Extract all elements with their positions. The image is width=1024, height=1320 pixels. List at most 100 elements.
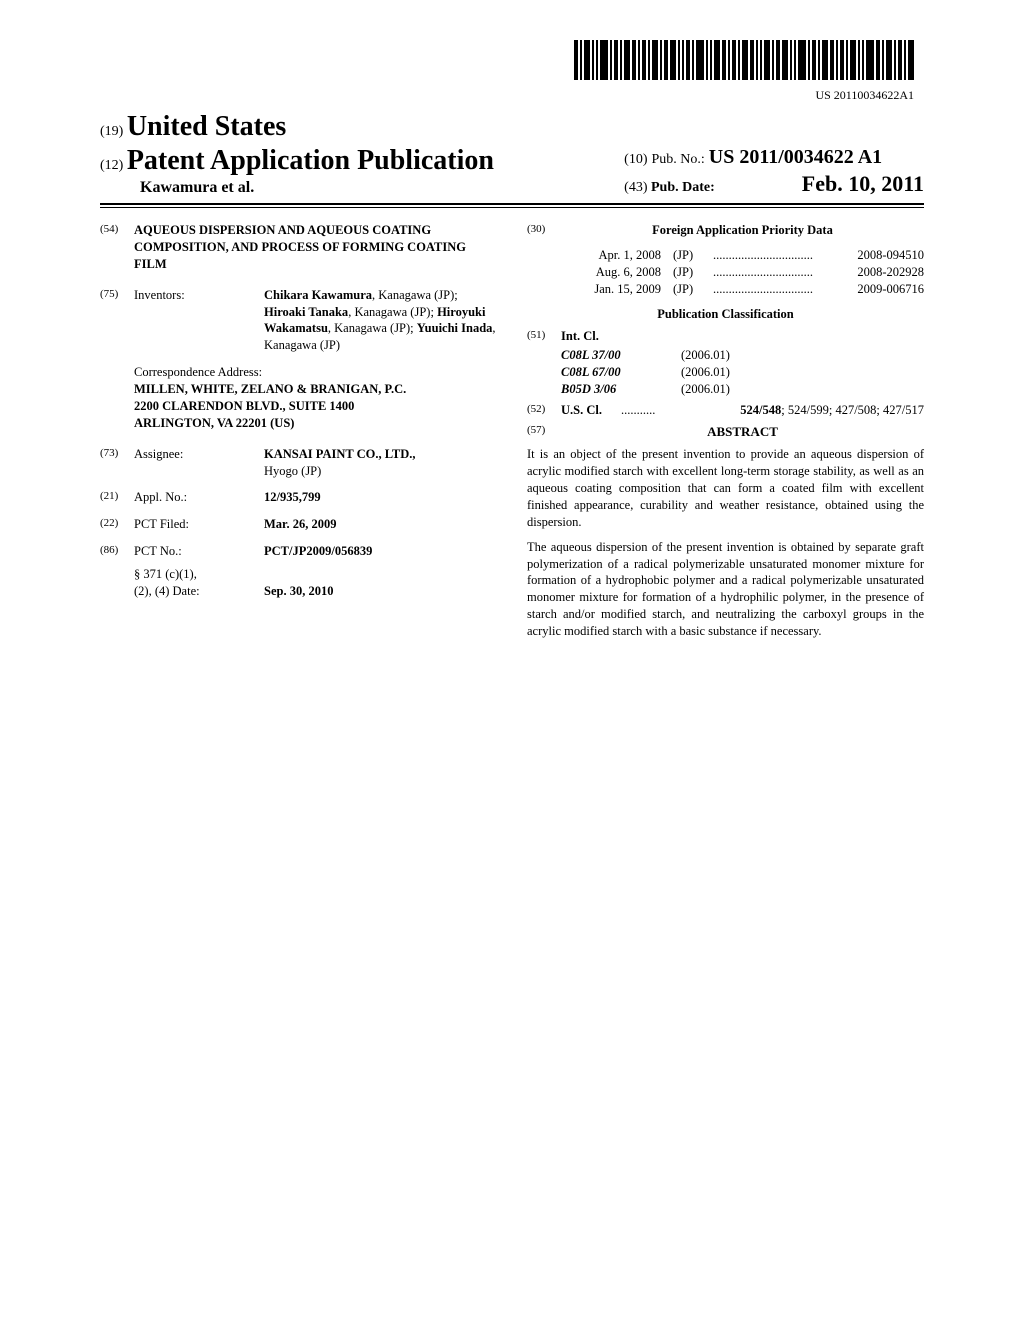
- uscl-row: (52) U.S. Cl. ........... 524/548; 524/5…: [527, 402, 924, 419]
- assignee-label: Assignee:: [134, 446, 264, 480]
- s371-value2: Sep. 30, 2010: [264, 583, 333, 600]
- type-code: (12): [100, 158, 123, 173]
- title-text: AQUEOUS DISPERSION AND AQUEOUS COATING C…: [134, 222, 497, 273]
- pubdate-code: (43): [624, 180, 647, 195]
- body-columns: (54) AQUEOUS DISPERSION AND AQUEOUS COAT…: [100, 222, 924, 648]
- fapd-num: 2009-006716: [824, 281, 924, 298]
- fapd-num: 2008-202928: [824, 264, 924, 281]
- fapd-code: (30): [527, 222, 561, 239]
- barcode-number: US 20110034622A1: [100, 88, 914, 103]
- inventor-name: Yuuichi Inada: [417, 321, 493, 335]
- barcode-icon: [574, 40, 914, 80]
- header-flex-row: (12) Patent Application Publication Kawa…: [100, 143, 924, 205]
- assignee-value: KANSAI PAINT CO., LTD., Hyogo (JP): [264, 446, 497, 480]
- s371-text1: § 371 (c)(1),: [134, 566, 264, 583]
- pubno-row: (10) Pub. No.: US 2011/0034622 A1: [624, 146, 924, 169]
- applno-value: 12/935,799: [264, 489, 497, 506]
- correspondence-line: 2200 CLARENDON BLVD., SUITE 1400: [134, 398, 497, 415]
- pctfiled-value: Mar. 26, 2009: [264, 516, 497, 533]
- country-code: (19): [100, 124, 123, 139]
- pubno-label: Pub. No.:: [651, 152, 704, 167]
- inventor-loc: , Kanagawa (JP);: [348, 305, 437, 319]
- abstract-header: (57) ABSTRACT: [527, 423, 924, 441]
- doc-type: Patent Application Publication: [127, 145, 494, 176]
- fapd-num: 2008-094510: [824, 247, 924, 264]
- fapd-rows: Apr. 1, 2008 (JP) ......................…: [561, 247, 924, 298]
- intcl-rows: C08L 37/00 (2006.01) C08L 67/00 (2006.01…: [561, 347, 924, 398]
- correspondence-line: ARLINGTON, VA 22201 (US): [134, 415, 497, 432]
- barcode-region: US 20110034622A1: [100, 40, 924, 103]
- left-column: (54) AQUEOUS DISPERSION AND AQUEOUS COAT…: [100, 222, 497, 648]
- s371-line2: (2), (4) Date: Sep. 30, 2010: [134, 583, 497, 600]
- header-block: (19) United States (12) Patent Applicati…: [100, 111, 924, 208]
- leader-dots: ................................: [713, 281, 824, 298]
- abstract-para: It is an object of the present invention…: [527, 446, 924, 530]
- correspondence-line: MILLEN, WHITE, ZELANO & BRANIGAN, P.C.: [134, 381, 497, 398]
- inventor-name: Chikara Kawamura: [264, 288, 372, 302]
- inventor-loc: , Kanagawa (JP);: [372, 288, 458, 302]
- fapd-header: (30) Foreign Application Priority Data: [527, 222, 924, 239]
- assignee-loc: Hyogo (JP): [264, 463, 497, 480]
- pctno-label: PCT No.:: [134, 543, 264, 560]
- uscl-codes: 524/548; 524/599; 427/508; 427/517: [740, 402, 924, 419]
- leader-dots: ................................: [713, 247, 824, 264]
- s371-line1: § 371 (c)(1),: [134, 566, 497, 583]
- uscl-rest: ; 524/599; 427/508; 427/517: [781, 403, 924, 417]
- inventor-loc: , Kanagawa (JP);: [328, 321, 417, 335]
- inventors-value: Chikara Kawamura, Kanagawa (JP); Hiroaki…: [264, 287, 497, 355]
- intcl-row: C08L 37/00 (2006.01): [561, 347, 924, 364]
- pubno-code: (10): [624, 152, 647, 167]
- country-name: United States: [127, 111, 286, 142]
- fapd-date: Jan. 15, 2009: [561, 281, 673, 298]
- abstract-para: The aqueous dispersion of the present in…: [527, 539, 924, 640]
- leader-dots: ................................: [713, 264, 824, 281]
- intcl-class: C08L 37/00: [561, 347, 681, 364]
- header-rule: [100, 207, 924, 208]
- fapd-date: Apr. 1, 2008: [561, 247, 673, 264]
- uscl-code: (52): [527, 402, 561, 419]
- right-column: (30) Foreign Application Priority Data A…: [527, 222, 924, 648]
- fapd-date: Aug. 6, 2008: [561, 264, 673, 281]
- header-country-line: (19) United States: [100, 111, 924, 143]
- intcl-year: (2006.01): [681, 347, 730, 364]
- intcl-header: (51) Int. Cl.: [527, 328, 924, 345]
- intcl-code: (51): [527, 328, 561, 345]
- applno-code: (21): [100, 489, 134, 506]
- assignee-name: KANSAI PAINT CO., LTD.,: [264, 446, 497, 463]
- abstract-body: It is an object of the present invention…: [527, 446, 924, 640]
- intcl-label: Int. Cl.: [561, 328, 599, 345]
- pctno-field: (86) PCT No.: PCT/JP2009/056839: [100, 543, 497, 560]
- doc-type-line: (12) Patent Application Publication: [100, 145, 494, 177]
- intcl-class: B05D 3/06: [561, 381, 681, 398]
- abstract-label: ABSTRACT: [561, 423, 924, 441]
- correspondence: Correspondence Address: MILLEN, WHITE, Z…: [134, 364, 497, 432]
- barcode-graphic: [574, 40, 914, 85]
- leader-dots: ...........: [621, 402, 740, 419]
- uscl-bold: 524/548: [740, 403, 781, 417]
- inventors-short: Kawamura et al.: [100, 179, 494, 197]
- pctfiled-field: (22) PCT Filed: Mar. 26, 2009: [100, 516, 497, 533]
- fapd-row: Jan. 15, 2009 (JP) .....................…: [561, 281, 924, 298]
- fapd-heading: Foreign Application Priority Data: [561, 222, 924, 239]
- pubclass-heading: Publication Classification: [527, 306, 924, 323]
- intcl-class: C08L 67/00: [561, 364, 681, 381]
- uscl-label: U.S. Cl.: [561, 402, 621, 419]
- assignee-code: (73): [100, 446, 134, 480]
- pubno-value: US 2011/0034622 A1: [709, 146, 882, 168]
- fapd-cc: (JP): [673, 264, 713, 281]
- inventors-field: (75) Inventors: Chikara Kawamura, Kanaga…: [100, 287, 497, 355]
- correspondence-label: Correspondence Address:: [134, 364, 497, 381]
- intcl-row: B05D 3/06 (2006.01): [561, 381, 924, 398]
- inventor-name: Hiroaki Tanaka: [264, 305, 348, 319]
- fapd-row: Aug. 6, 2008 (JP) ......................…: [561, 264, 924, 281]
- applno-field: (21) Appl. No.: 12/935,799: [100, 489, 497, 506]
- fapd-cc: (JP): [673, 247, 713, 264]
- fapd-cc: (JP): [673, 281, 713, 298]
- intcl-year: (2006.01): [681, 381, 730, 398]
- title-code: (54): [100, 222, 134, 273]
- pctno-value: PCT/JP2009/056839: [264, 543, 497, 560]
- header-left: (12) Patent Application Publication Kawa…: [100, 143, 494, 197]
- pubdate-value: Feb. 10, 2011: [802, 171, 924, 196]
- inventors-code: (75): [100, 287, 134, 355]
- fapd-row: Apr. 1, 2008 (JP) ......................…: [561, 247, 924, 264]
